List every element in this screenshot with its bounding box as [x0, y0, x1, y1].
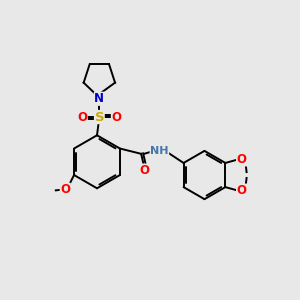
Text: O: O — [77, 110, 87, 124]
Text: NH: NH — [150, 146, 169, 156]
Text: N: N — [94, 92, 104, 105]
Text: S: S — [94, 110, 104, 124]
Text: O: O — [111, 110, 122, 124]
Text: O: O — [60, 183, 70, 196]
Text: O: O — [237, 153, 247, 166]
Text: O: O — [140, 164, 150, 177]
Text: O: O — [237, 184, 247, 197]
